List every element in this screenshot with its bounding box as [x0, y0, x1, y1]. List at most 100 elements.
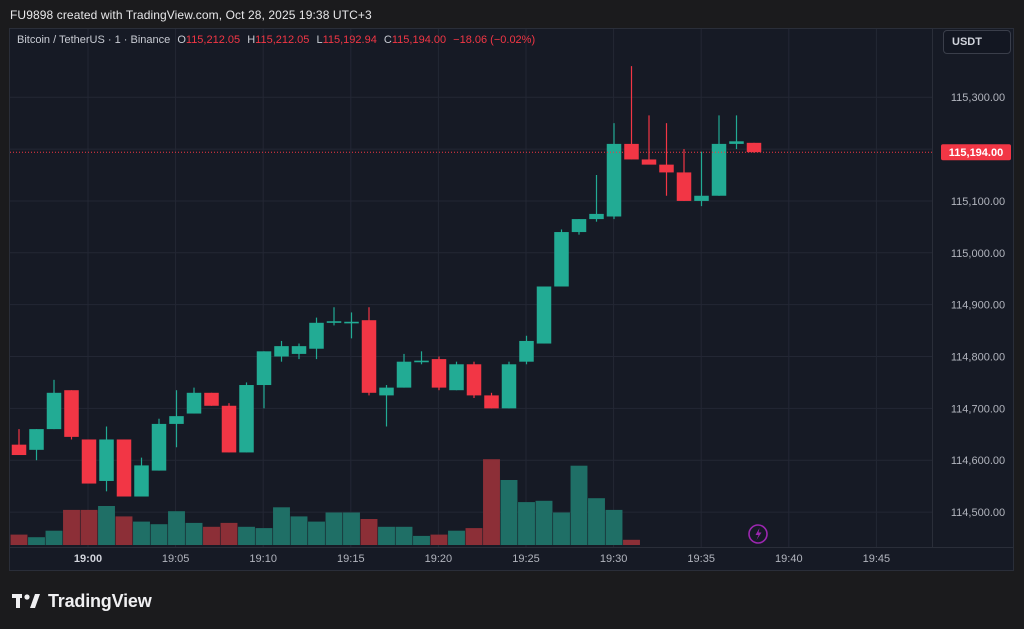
time-tick-label: 19:00	[74, 553, 102, 565]
candle-body	[571, 219, 587, 233]
last-price-badge	[941, 144, 1011, 161]
candle-body	[484, 395, 499, 409]
candle-body	[554, 232, 569, 287]
volume-bar	[430, 534, 448, 545]
volume-bar	[343, 512, 360, 545]
volume-bar	[448, 530, 465, 545]
low-key: L	[316, 34, 323, 46]
volume-bar	[465, 528, 483, 545]
candle-body	[396, 361, 412, 388]
candle-body	[221, 405, 237, 453]
candle-body	[326, 321, 342, 323]
tradingview-logo-icon	[12, 594, 40, 608]
candle-body	[151, 423, 167, 471]
volume-bar	[63, 509, 80, 545]
candle-body	[204, 392, 219, 406]
price-tick-label: 114,500.00	[951, 507, 1005, 519]
candle-body	[589, 213, 604, 220]
candle-body	[431, 359, 447, 388]
change-value: −18.06 (−0.02%)	[453, 34, 536, 46]
time-tick-label: 19:20	[425, 553, 453, 565]
candle-body	[256, 351, 272, 386]
time-tick-label: 19:10	[249, 553, 277, 565]
volume-bar	[98, 506, 115, 545]
close-value: 115,194.00	[391, 34, 447, 46]
candle-body	[414, 360, 429, 363]
candle-body	[379, 387, 394, 396]
candle-body	[361, 320, 377, 393]
candle-body	[711, 143, 727, 196]
volume-bar	[413, 535, 430, 545]
volume-bar	[308, 521, 325, 545]
symbol-label[interactable]: Bitcoin / TetherUS · 1 · Binance	[17, 34, 171, 46]
price-tick-label: 115,300.00	[951, 92, 1005, 104]
ohlc-legend: Bitcoin / TetherUS · 1 · Binance O115,21…	[17, 34, 535, 46]
candle-body	[659, 164, 674, 173]
candle-body	[641, 159, 657, 165]
tradingview-logo: TradingView	[12, 589, 152, 613]
volume-bar	[220, 522, 238, 545]
volume-bar	[588, 498, 605, 545]
time-tick-label: 19:05	[162, 553, 190, 565]
candle-body	[694, 195, 709, 201]
open-value: 115,212.05	[185, 34, 241, 46]
volume-bar	[133, 521, 150, 545]
candle-body	[466, 364, 482, 396]
price-tick-label: 114,600.00	[951, 455, 1005, 467]
candle-body	[624, 143, 639, 160]
candle-body	[186, 392, 202, 414]
candle-body	[81, 439, 97, 484]
volume-bar	[395, 526, 413, 545]
volume-bar	[500, 480, 518, 545]
volume-bar	[518, 502, 535, 545]
volume-bar	[570, 465, 588, 545]
volume-bar	[203, 526, 220, 545]
volume-bar	[535, 500, 553, 545]
candle-body	[29, 429, 44, 450]
time-tick-label: 19:40	[775, 553, 803, 565]
volume-bar	[10, 534, 28, 545]
volume-bar	[553, 512, 570, 545]
volume-bar	[290, 516, 308, 545]
volume-bar	[185, 522, 203, 545]
candle-body	[449, 364, 464, 391]
volume-bar	[378, 526, 395, 545]
open-key: O	[177, 34, 186, 46]
volume-bar	[28, 537, 45, 545]
candle-body	[116, 439, 132, 497]
high-key: H	[247, 34, 256, 46]
price-tick-label: 114,700.00	[951, 403, 1005, 415]
candle-body	[99, 439, 114, 481]
candle-body	[606, 143, 622, 217]
candle-body	[11, 444, 27, 456]
low-value: 115,192.94	[322, 34, 377, 46]
time-tick-label: 19:35	[687, 553, 715, 565]
close-key: C	[383, 34, 392, 46]
price-tick-label: 115,100.00	[951, 196, 1005, 208]
candle-body	[134, 465, 149, 497]
volume-bar	[45, 530, 63, 545]
candlestick-chart[interactable]: 114,500.00 114,600.00 114,700.00 114,800.00…	[10, 29, 1013, 570]
candle-body	[274, 346, 289, 357]
volume-bar	[605, 509, 623, 545]
time-tick-label: 19:15	[337, 553, 365, 565]
candle-body	[676, 172, 692, 201]
volume-bar	[623, 539, 640, 545]
candle-body	[46, 392, 62, 430]
price-tick-label: 114,800.00	[951, 352, 1005, 364]
volume-bar	[115, 516, 133, 545]
candle-body	[729, 141, 744, 144]
candle-body	[536, 286, 552, 344]
volume-bar	[168, 511, 185, 545]
candle-body	[291, 346, 307, 354]
currency-button[interactable]: USDT	[943, 30, 1011, 54]
chart-caption: FU9898 created with TradingView.com, Oct…	[10, 8, 372, 22]
price-tick-label: 115,000.00	[951, 248, 1005, 260]
volume-bar	[273, 507, 290, 545]
volume-bar	[255, 528, 273, 545]
chart-panel[interactable]: 114,500.00 114,600.00 114,700.00 114,800.00…	[9, 28, 1014, 571]
realtime-marker-icon	[748, 524, 768, 544]
volume-bar	[150, 524, 168, 545]
volume-bar	[325, 512, 343, 545]
candle-body	[239, 385, 254, 453]
